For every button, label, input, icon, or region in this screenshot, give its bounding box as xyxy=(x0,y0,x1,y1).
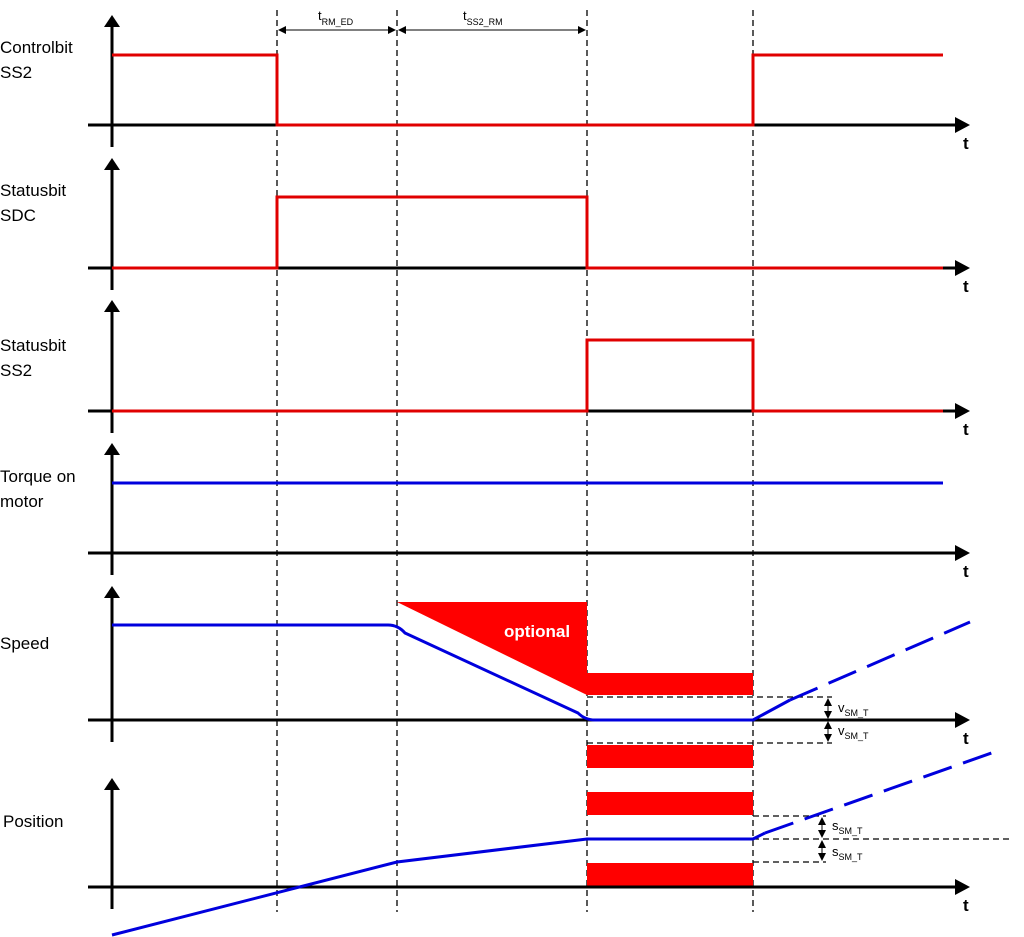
x-axis-arrow xyxy=(955,403,970,419)
tolerance-band xyxy=(587,673,753,695)
signal-label: Speed xyxy=(0,634,49,653)
statusbit-sdc-signal xyxy=(112,195,943,270)
timing-label: tRM_ED xyxy=(318,8,354,27)
axis-label: t xyxy=(963,134,969,153)
controlbit-ss2-signal xyxy=(112,53,943,127)
time-markers xyxy=(276,10,754,912)
y-axis-arrow xyxy=(104,158,120,170)
signal-label: SS2 xyxy=(0,361,32,380)
y-axis-arrow xyxy=(104,300,120,312)
signal-label: SS2 xyxy=(0,63,32,82)
tolerance-band xyxy=(587,863,753,886)
optional-region xyxy=(397,602,587,695)
signal-label: SDC xyxy=(0,206,36,225)
axis-label: t xyxy=(963,562,969,581)
axis-label: t xyxy=(963,420,969,439)
x-axis-arrow xyxy=(955,545,970,561)
speed-extrapolation xyxy=(789,620,971,702)
tolerance-band xyxy=(587,745,753,768)
signal-label: Statusbit xyxy=(0,181,66,200)
y-axis-arrow xyxy=(104,778,120,790)
axis-label: t xyxy=(963,896,969,915)
tolerance-band xyxy=(587,792,753,815)
signal-label: motor xyxy=(0,492,44,511)
statusbit-ss2-signal xyxy=(112,338,943,413)
position-tolerance-label: sSM_T xyxy=(832,844,863,862)
position-tolerance-label: sSM_T xyxy=(832,818,863,836)
y-axis-arrow xyxy=(104,443,120,455)
signal-label: Statusbit xyxy=(0,336,66,355)
position-signal xyxy=(111,831,766,937)
y-axis-arrow xyxy=(104,586,120,598)
speed-tolerance-label: vSM_T xyxy=(838,723,869,741)
x-axis-arrow xyxy=(955,879,970,895)
speed-tolerance-label: vSM_T xyxy=(838,700,869,718)
y-axis-arrow xyxy=(104,15,120,27)
x-axis-arrow xyxy=(955,117,970,133)
signal-label: Controlbit xyxy=(0,38,73,57)
x-axis-arrow xyxy=(955,712,970,728)
signal-label: Torque on xyxy=(0,467,76,486)
x-axis-arrow xyxy=(955,260,970,276)
timing-label: tSS2_RM xyxy=(463,8,503,27)
axis-label: t xyxy=(963,277,969,296)
optional-label: optional xyxy=(504,622,570,641)
position-extrapolation xyxy=(764,748,1001,835)
speed-signal xyxy=(112,623,791,722)
axis-label: t xyxy=(963,729,969,748)
signal-label: Position xyxy=(3,812,63,831)
